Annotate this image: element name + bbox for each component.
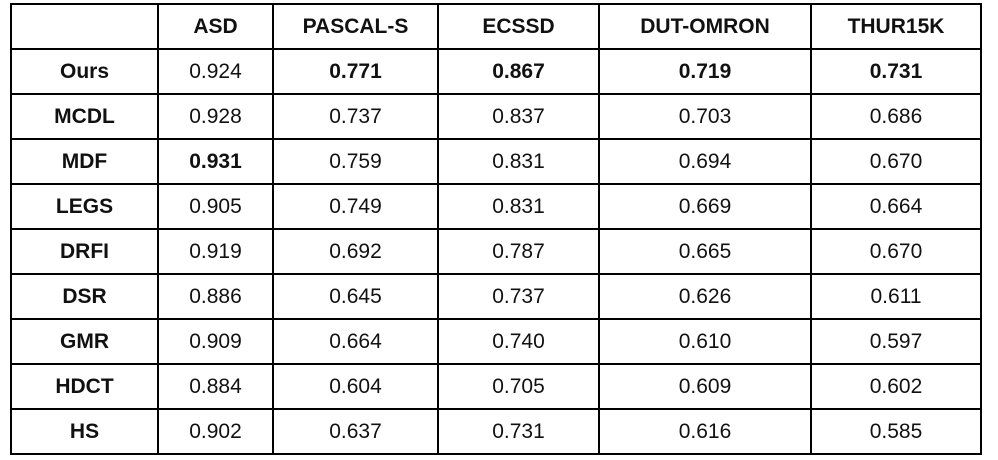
cell-value: 0.616 [598, 408, 812, 455]
cell-value: 0.886 [157, 273, 274, 320]
cell-value: 0.602 [810, 363, 982, 410]
cell-value: 0.924 [157, 48, 274, 95]
cell-value: 0.837 [437, 93, 600, 140]
cell-value: 0.669 [598, 183, 812, 230]
cell-value: 0.731 [437, 408, 600, 455]
cell-value: 0.931 [157, 138, 274, 185]
cell-value: 0.740 [437, 318, 600, 365]
row-label: HS [10, 408, 159, 455]
row-label: GMR [10, 318, 159, 365]
cell-value: 0.585 [810, 408, 982, 455]
table-row-mcdl: MCDL 0.928 0.737 0.837 0.703 0.686 [10, 93, 982, 140]
row-label: Ours [10, 48, 159, 95]
cell-value: 0.749 [272, 183, 439, 230]
cell-value: 0.928 [157, 93, 274, 140]
row-label: MCDL [10, 93, 159, 140]
table-row-gmr: GMR 0.909 0.664 0.740 0.610 0.597 [10, 318, 982, 365]
table-row-dsr: DSR 0.886 0.645 0.737 0.626 0.611 [10, 273, 982, 320]
cell-value: 0.737 [437, 273, 600, 320]
cell-value: 0.909 [157, 318, 274, 365]
cell-value: 0.626 [598, 273, 812, 320]
row-label: HDCT [10, 363, 159, 410]
cell-value: 0.670 [810, 138, 982, 185]
table-row-legs: LEGS 0.905 0.749 0.831 0.669 0.664 [10, 183, 982, 230]
row-label: LEGS [10, 183, 159, 230]
cell-value: 0.637 [272, 408, 439, 455]
cell-value: 0.884 [157, 363, 274, 410]
cell-value: 0.665 [598, 228, 812, 275]
cell-value: 0.597 [810, 318, 982, 365]
cell-value: 0.731 [810, 48, 982, 95]
cell-value: 0.686 [810, 93, 982, 140]
cell-value: 0.611 [810, 273, 982, 320]
cell-value: 0.719 [598, 48, 812, 95]
cell-value: 0.645 [272, 273, 439, 320]
cell-value: 0.609 [598, 363, 812, 410]
cell-value: 0.610 [598, 318, 812, 365]
table-row-mdf: MDF 0.931 0.759 0.831 0.694 0.670 [10, 138, 982, 185]
row-label: DSR [10, 273, 159, 320]
column-header-pascal-s: PASCAL-S [272, 3, 439, 50]
cell-value: 0.759 [272, 138, 439, 185]
cell-value: 0.694 [598, 138, 812, 185]
column-header-ecssd: ECSSD [437, 3, 600, 50]
column-header-thur15k: THUR15K [810, 3, 982, 50]
cell-value: 0.771 [272, 48, 439, 95]
cell-value: 0.703 [598, 93, 812, 140]
table-row-ours: Ours 0.924 0.771 0.867 0.719 0.731 [10, 48, 982, 95]
cell-value: 0.902 [157, 408, 274, 455]
column-header-blank [10, 3, 159, 50]
column-header-dut-omron: DUT-OMRON [598, 3, 812, 50]
cell-value: 0.867 [437, 48, 600, 95]
cell-value: 0.787 [437, 228, 600, 275]
cell-value: 0.692 [272, 228, 439, 275]
cell-value: 0.831 [437, 138, 600, 185]
cell-value: 0.664 [272, 318, 439, 365]
cell-value: 0.705 [437, 363, 600, 410]
table-row-hdct: HDCT 0.884 0.604 0.705 0.609 0.602 [10, 363, 982, 410]
column-header-asd: ASD [157, 3, 274, 50]
cell-value: 0.737 [272, 93, 439, 140]
benchmark-results-table: ASD PASCAL-S ECSSD DUT-OMRON THUR15K Our… [10, 3, 982, 455]
table-row-hs: HS 0.902 0.637 0.731 0.616 0.585 [10, 408, 982, 455]
row-label: DRFI [10, 228, 159, 275]
cell-value: 0.670 [810, 228, 982, 275]
header-row: ASD PASCAL-S ECSSD DUT-OMRON THUR15K [10, 3, 982, 50]
cell-value: 0.905 [157, 183, 274, 230]
cell-value: 0.919 [157, 228, 274, 275]
cell-value: 0.664 [810, 183, 982, 230]
benchmark-table-container: ASD PASCAL-S ECSSD DUT-OMRON THUR15K Our… [10, 3, 982, 455]
row-label: MDF [10, 138, 159, 185]
table-row-drfi: DRFI 0.919 0.692 0.787 0.665 0.670 [10, 228, 982, 275]
cell-value: 0.831 [437, 183, 600, 230]
cell-value: 0.604 [272, 363, 439, 410]
